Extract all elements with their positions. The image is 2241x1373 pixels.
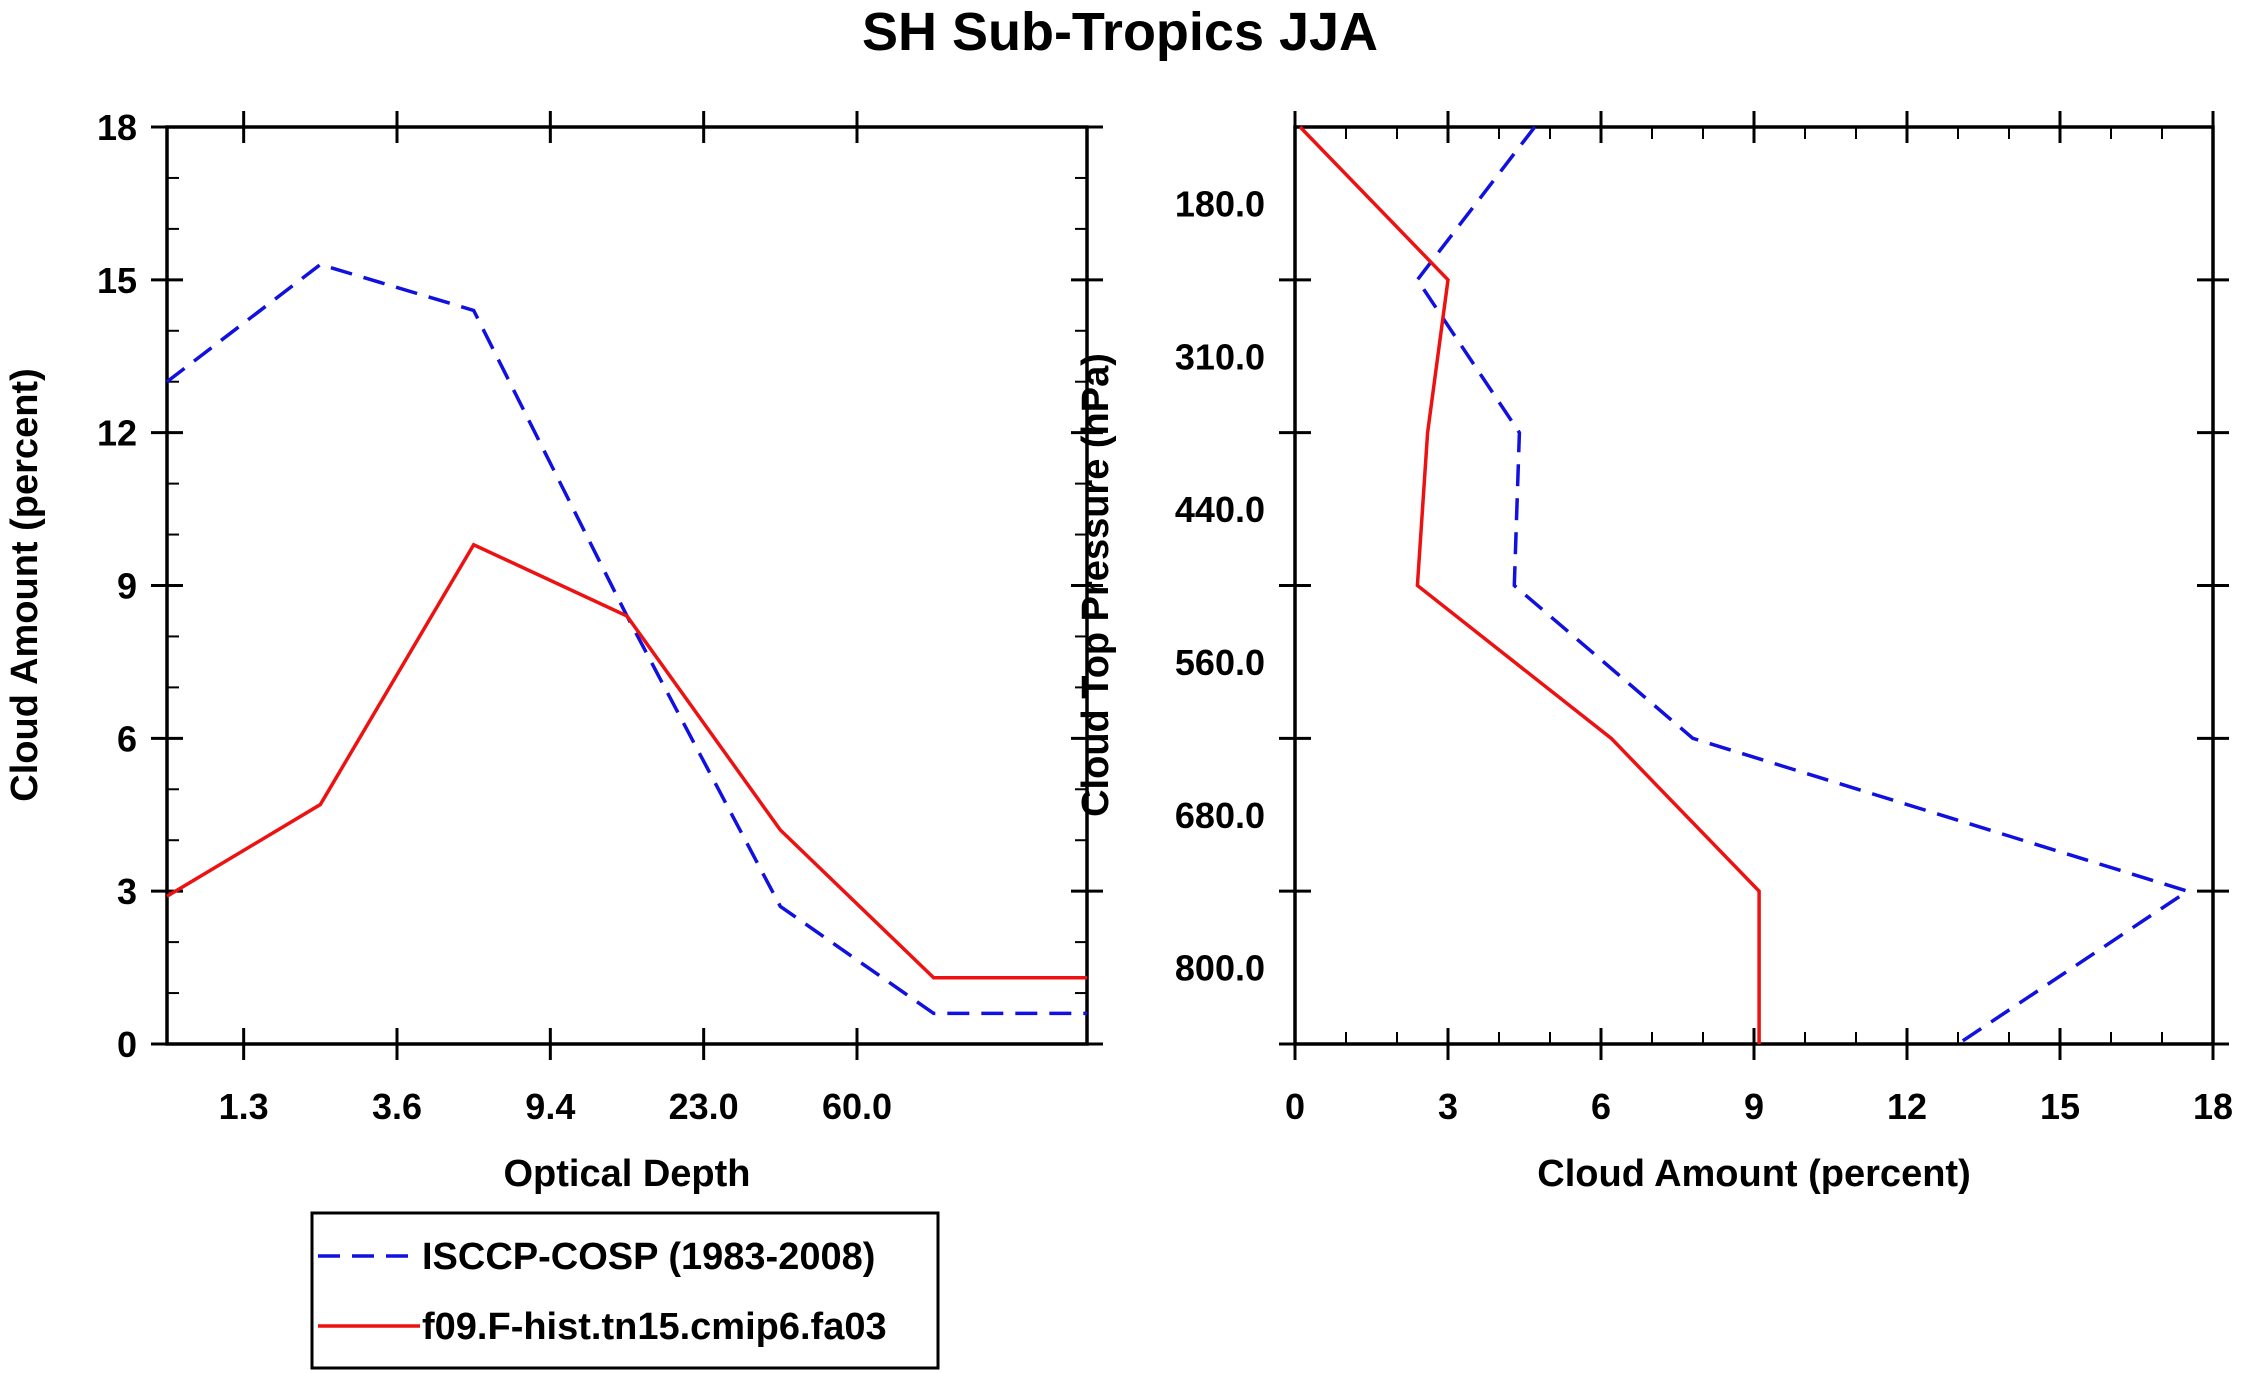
right-y-axis-label: Cloud Top Pressure (hPa) <box>1075 353 1117 817</box>
right-y-tick-label: 440.0 <box>1175 489 1265 530</box>
right-series-line-0 <box>1415 125 2192 1046</box>
left-series-line-1 <box>166 542 1087 980</box>
left-ticks: 0 3 6 9 12 15 18 1.3 3.6 9.4 23.0 60.0 <box>97 107 1103 1127</box>
right-chart: 0 3 6 9 12 15 18 180.0 310.0 440.0 560.0 680.0 800.0… <box>1075 111 2233 1195</box>
right-ticks: 0 3 6 9 12 15 18 180.0 310.0 440.0 560.0 680.0 800.0 <box>1175 111 2233 1127</box>
left-plot-frame <box>165 125 1089 1046</box>
left-chart: 0 3 6 9 12 15 18 1.3 3.6 9.4 23.0 60.0 Optical Dept… <box>4 107 1103 1195</box>
legend-box <box>310 1211 940 1370</box>
left-series-line-0 <box>165 262 1087 1016</box>
left-y-axis-label: Cloud Amount (percent) <box>4 368 46 801</box>
right-y-tick-label: 180.0 <box>1175 183 1265 224</box>
right-y-tick-label: 680.0 <box>1175 795 1265 836</box>
right-x-tick-label: 6 <box>1591 1086 1611 1127</box>
left-x-tick-label: 60.0 <box>822 1086 892 1127</box>
right-series <box>1298 125 2192 1046</box>
left-y-tick-label: 6 <box>117 718 137 759</box>
left-y-tick-label: 3 <box>117 871 137 912</box>
figure-title: SH Sub-Tropics JJA <box>862 2 1378 62</box>
left-series <box>165 262 1087 1016</box>
right-x-tick-label: 12 <box>1887 1086 1927 1127</box>
legend-label-1: f09.F-hist.tn15.cmip6.fa03 <box>422 1306 887 1348</box>
right-x-tick-label: 15 <box>2040 1086 2080 1127</box>
left-y-tick-label: 15 <box>97 260 137 301</box>
right-x-axis-label: Cloud Amount (percent) <box>1537 1153 1970 1195</box>
left-y-tick-label: 12 <box>97 413 137 454</box>
left-x-tick-label: 23.0 <box>669 1086 739 1127</box>
left-x-tick-label: 1.3 <box>219 1086 269 1127</box>
right-x-tick-label: 3 <box>1438 1086 1458 1127</box>
left-y-tick-label: 0 <box>117 1024 137 1065</box>
right-x-tick-label: 9 <box>1744 1086 1764 1127</box>
right-y-tick-label: 800.0 <box>1175 948 1265 989</box>
left-y-tick-label: 9 <box>117 566 137 607</box>
right-x-tick-label: 0 <box>1285 1086 1305 1127</box>
left-x-tick-label: 9.4 <box>525 1086 575 1127</box>
right-x-tick-label: 18 <box>2193 1086 2233 1127</box>
legend: ISCCP-COSP (1983-2008) f09.F-hist.tn15.c… <box>310 1211 940 1370</box>
left-x-tick-label: 3.6 <box>372 1086 422 1127</box>
right-series-line-1 <box>1298 125 1761 1044</box>
right-y-tick-label: 560.0 <box>1175 642 1265 683</box>
right-y-tick-label: 310.0 <box>1175 336 1265 377</box>
legend-label-0: ISCCP-COSP (1983-2008) <box>422 1236 875 1278</box>
left-x-axis-label: Optical Depth <box>503 1153 750 1195</box>
left-y-tick-label: 18 <box>97 107 137 148</box>
